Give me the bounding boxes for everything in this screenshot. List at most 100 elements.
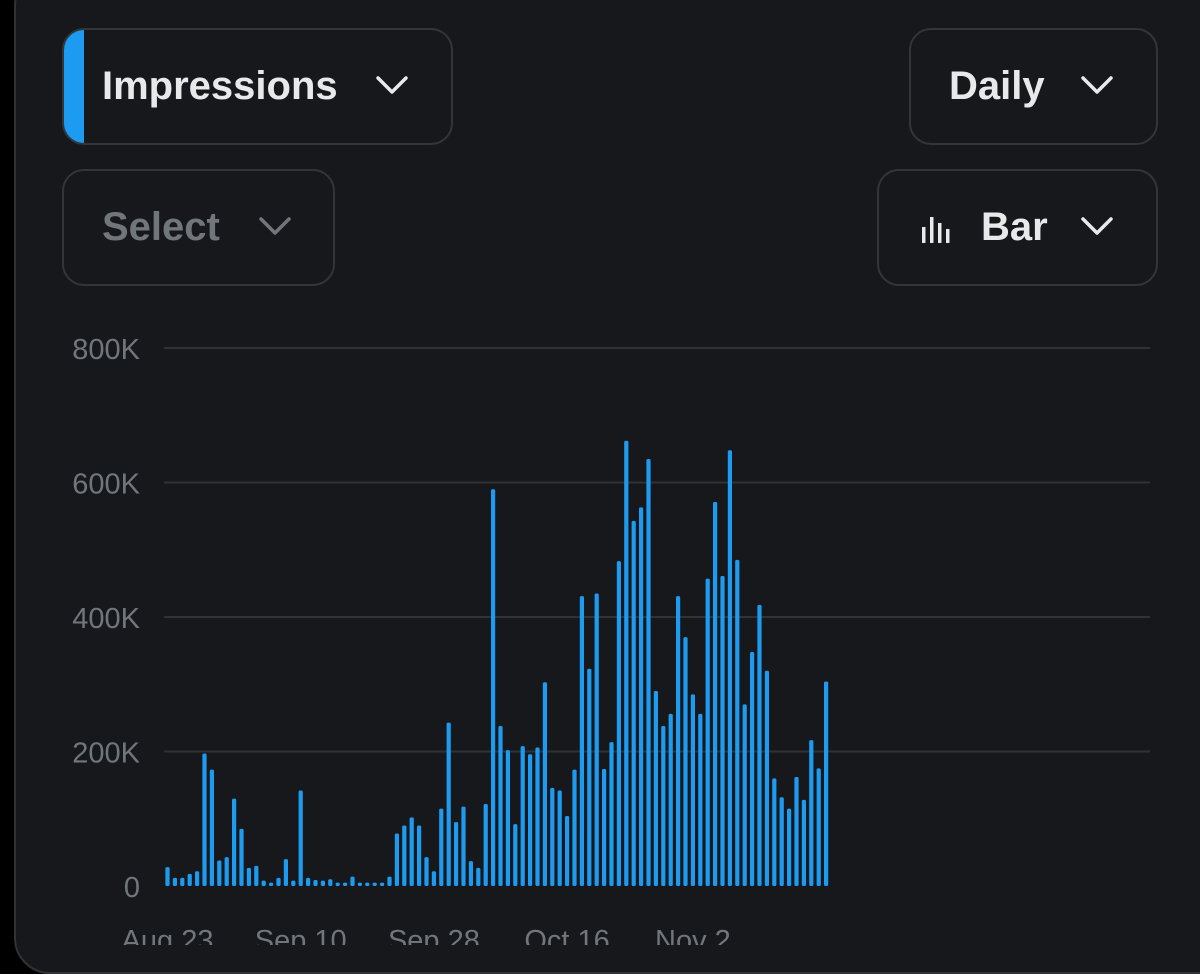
bar[interactable] bbox=[572, 769, 577, 886]
bar[interactable] bbox=[328, 879, 333, 886]
bar[interactable] bbox=[209, 769, 214, 886]
bar[interactable] bbox=[468, 861, 473, 886]
bar[interactable] bbox=[283, 859, 288, 886]
bar[interactable] bbox=[195, 871, 200, 886]
bar[interactable] bbox=[705, 578, 710, 886]
bar[interactable] bbox=[683, 637, 688, 886]
bar[interactable] bbox=[269, 882, 274, 886]
bar[interactable] bbox=[313, 879, 318, 886]
bar[interactable] bbox=[661, 725, 666, 886]
bar[interactable] bbox=[446, 722, 451, 886]
impressions-bar-chart: 0 200K 400K 600K 800K Aug 23 Sep 10 Sep 28 Oct … bbox=[72, 334, 1150, 945]
bar[interactable] bbox=[254, 865, 259, 886]
chart-type-dropdown[interactable]: Bar bbox=[877, 169, 1158, 286]
bar[interactable] bbox=[616, 561, 621, 886]
bar[interactable] bbox=[676, 596, 681, 886]
metric-dropdown-label: Impressions bbox=[102, 64, 338, 108]
bar[interactable] bbox=[165, 867, 170, 886]
bar[interactable] bbox=[772, 778, 777, 886]
bar[interactable] bbox=[483, 803, 488, 886]
chevron-down-icon bbox=[1081, 76, 1113, 94]
chevron-down-icon bbox=[1081, 217, 1113, 235]
bar[interactable] bbox=[757, 604, 762, 886]
bar[interactable] bbox=[602, 768, 607, 886]
bar[interactable] bbox=[653, 690, 658, 886]
bar[interactable] bbox=[624, 440, 629, 886]
bar[interactable] bbox=[335, 882, 340, 886]
bar[interactable] bbox=[801, 799, 806, 886]
bar[interactable] bbox=[291, 880, 296, 886]
bar[interactable] bbox=[535, 747, 540, 886]
bar[interactable] bbox=[232, 798, 237, 886]
bar[interactable] bbox=[587, 668, 592, 886]
bar[interactable] bbox=[187, 873, 192, 886]
bar[interactable] bbox=[668, 713, 673, 886]
bar[interactable] bbox=[431, 871, 436, 886]
bar[interactable] bbox=[498, 725, 503, 886]
bar[interactable] bbox=[698, 713, 703, 886]
bar[interactable] bbox=[387, 876, 392, 886]
bar[interactable] bbox=[727, 450, 732, 886]
bar[interactable] bbox=[542, 682, 547, 886]
bar[interactable] bbox=[298, 790, 303, 886]
bar[interactable] bbox=[639, 507, 644, 886]
bar[interactable] bbox=[824, 681, 829, 886]
bar[interactable] bbox=[594, 593, 599, 886]
bar[interactable] bbox=[491, 489, 496, 886]
bar[interactable] bbox=[180, 877, 185, 886]
bar[interactable] bbox=[505, 750, 510, 886]
bar[interactable] bbox=[690, 694, 695, 886]
bar[interactable] bbox=[476, 867, 481, 886]
bar[interactable] bbox=[461, 806, 466, 886]
bar[interactable] bbox=[528, 754, 533, 886]
bar[interactable] bbox=[787, 808, 792, 886]
bar[interactable] bbox=[439, 808, 444, 886]
bar[interactable] bbox=[557, 790, 562, 886]
bar[interactable] bbox=[742, 704, 747, 886]
metric-dropdown[interactable]: Impressions bbox=[62, 28, 453, 145]
bar[interactable] bbox=[261, 880, 266, 886]
bar[interactable] bbox=[306, 877, 311, 886]
bar[interactable] bbox=[372, 882, 377, 886]
bar[interactable] bbox=[454, 822, 459, 886]
bar[interactable] bbox=[320, 880, 325, 886]
bar[interactable] bbox=[565, 816, 570, 886]
compare-dropdown-label: Select bbox=[102, 205, 220, 249]
bar[interactable] bbox=[520, 746, 525, 886]
bar[interactable] bbox=[202, 753, 207, 886]
bar[interactable] bbox=[365, 882, 370, 886]
bar[interactable] bbox=[343, 882, 348, 886]
metric-color-indicator bbox=[64, 30, 84, 143]
bar[interactable] bbox=[809, 740, 814, 886]
bar[interactable] bbox=[417, 825, 422, 886]
bar[interactable] bbox=[409, 817, 414, 886]
bar[interactable] bbox=[779, 797, 784, 886]
bar[interactable] bbox=[224, 857, 229, 886]
bar[interactable] bbox=[513, 824, 518, 886]
bar[interactable] bbox=[720, 575, 725, 886]
bar[interactable] bbox=[380, 882, 385, 886]
bar[interactable] bbox=[646, 458, 651, 886]
bar[interactable] bbox=[217, 860, 222, 886]
period-dropdown[interactable]: Daily bbox=[909, 28, 1158, 145]
bar[interactable] bbox=[350, 876, 355, 886]
bar[interactable] bbox=[579, 596, 584, 886]
bar[interactable] bbox=[609, 742, 614, 886]
bar[interactable] bbox=[713, 502, 718, 886]
bar[interactable] bbox=[424, 857, 429, 886]
bar[interactable] bbox=[794, 777, 799, 886]
bar[interactable] bbox=[631, 520, 636, 886]
bar[interactable] bbox=[239, 828, 244, 886]
bar[interactable] bbox=[764, 670, 769, 886]
bar[interactable] bbox=[735, 559, 740, 886]
bar[interactable] bbox=[816, 768, 821, 886]
bar[interactable] bbox=[357, 882, 362, 886]
bar[interactable] bbox=[402, 825, 407, 886]
bar[interactable] bbox=[246, 867, 251, 886]
compare-metric-dropdown[interactable]: Select bbox=[62, 169, 335, 286]
bar[interactable] bbox=[550, 787, 555, 886]
bar[interactable] bbox=[750, 651, 755, 886]
bar[interactable] bbox=[276, 877, 281, 886]
bar[interactable] bbox=[394, 833, 399, 886]
bar[interactable] bbox=[172, 877, 177, 886]
